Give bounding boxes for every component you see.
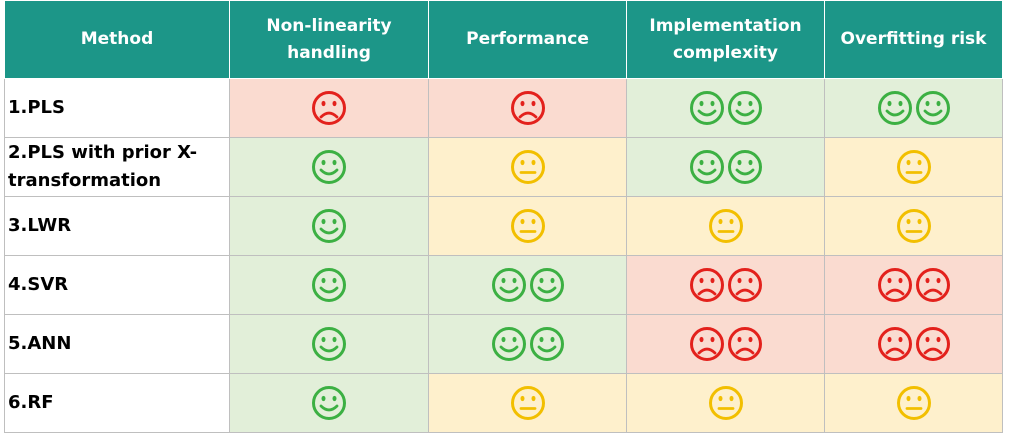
neutral-icon (708, 208, 744, 244)
rating-cell (229, 255, 429, 315)
neutral-icon (708, 385, 744, 421)
happy-icon (915, 90, 951, 126)
sad-icon (877, 267, 913, 303)
rating-cell (428, 314, 627, 374)
rating-cell (428, 196, 627, 256)
rating-cell (626, 196, 825, 256)
sad-icon (689, 267, 725, 303)
neutral-icon (896, 385, 932, 421)
row: 6.RF (4, 373, 1003, 433)
header-cell: Non-linearity handling (229, 0, 429, 79)
happy-icon (311, 208, 347, 244)
row: 5.ANN (4, 314, 1003, 374)
rating-cell (824, 78, 1003, 138)
rating-cell (229, 373, 429, 433)
neutral-icon (510, 385, 546, 421)
header-row: Method Non-linearity handling Performanc… (4, 0, 1003, 79)
rating-cell (626, 255, 825, 315)
comparison-table: Method Non-linearity handling Performanc… (4, 0, 1003, 433)
row: 3.LWR (4, 196, 1003, 256)
rating-cell (428, 78, 627, 138)
rating-cell (229, 137, 429, 197)
sad-icon (510, 90, 546, 126)
header-cell: Overfitting risk (824, 0, 1003, 79)
happy-icon (727, 90, 763, 126)
sad-icon (915, 326, 951, 362)
rating-cell (229, 314, 429, 374)
header-cell: Method (4, 0, 230, 79)
sad-icon (727, 267, 763, 303)
row: 1.PLS (4, 78, 1003, 138)
rating-cell (229, 78, 429, 138)
rating-cell (428, 255, 627, 315)
row: 2.PLS with prior X-transformation (4, 137, 1003, 197)
rating-cell (824, 255, 1003, 315)
rating-cell (626, 137, 825, 197)
rating-cell (824, 137, 1003, 197)
rating-cell (626, 314, 825, 374)
happy-icon (529, 326, 565, 362)
sad-icon (877, 326, 913, 362)
happy-icon (491, 267, 527, 303)
happy-icon (311, 326, 347, 362)
method-cell: 5.ANN (4, 314, 230, 374)
rating-cell (229, 196, 429, 256)
sad-icon (915, 267, 951, 303)
happy-icon (311, 149, 347, 185)
sad-icon (689, 326, 725, 362)
happy-icon (689, 149, 725, 185)
neutral-icon (896, 149, 932, 185)
row: 4.SVR (4, 255, 1003, 315)
method-cell: 2.PLS with prior X-transformation (4, 137, 230, 197)
sad-icon (311, 90, 347, 126)
header-cell: Implementation complexity (626, 0, 825, 79)
sad-icon (727, 326, 763, 362)
happy-icon (491, 326, 527, 362)
happy-icon (877, 90, 913, 126)
happy-icon (727, 149, 763, 185)
happy-icon (689, 90, 725, 126)
method-cell: 6.RF (4, 373, 230, 433)
rating-cell (824, 196, 1003, 256)
method-cell: 4.SVR (4, 255, 230, 315)
neutral-icon (896, 208, 932, 244)
neutral-icon (510, 149, 546, 185)
header-cell: Performance (428, 0, 627, 79)
rating-cell (824, 373, 1003, 433)
rating-cell (626, 373, 825, 433)
happy-icon (311, 385, 347, 421)
method-cell: 1.PLS (4, 78, 230, 138)
rating-cell (626, 78, 825, 138)
happy-icon (311, 267, 347, 303)
method-cell: 3.LWR (4, 196, 230, 256)
neutral-icon (510, 208, 546, 244)
rating-cell (824, 314, 1003, 374)
rating-cell (428, 373, 627, 433)
happy-icon (529, 267, 565, 303)
rating-cell (428, 137, 627, 197)
